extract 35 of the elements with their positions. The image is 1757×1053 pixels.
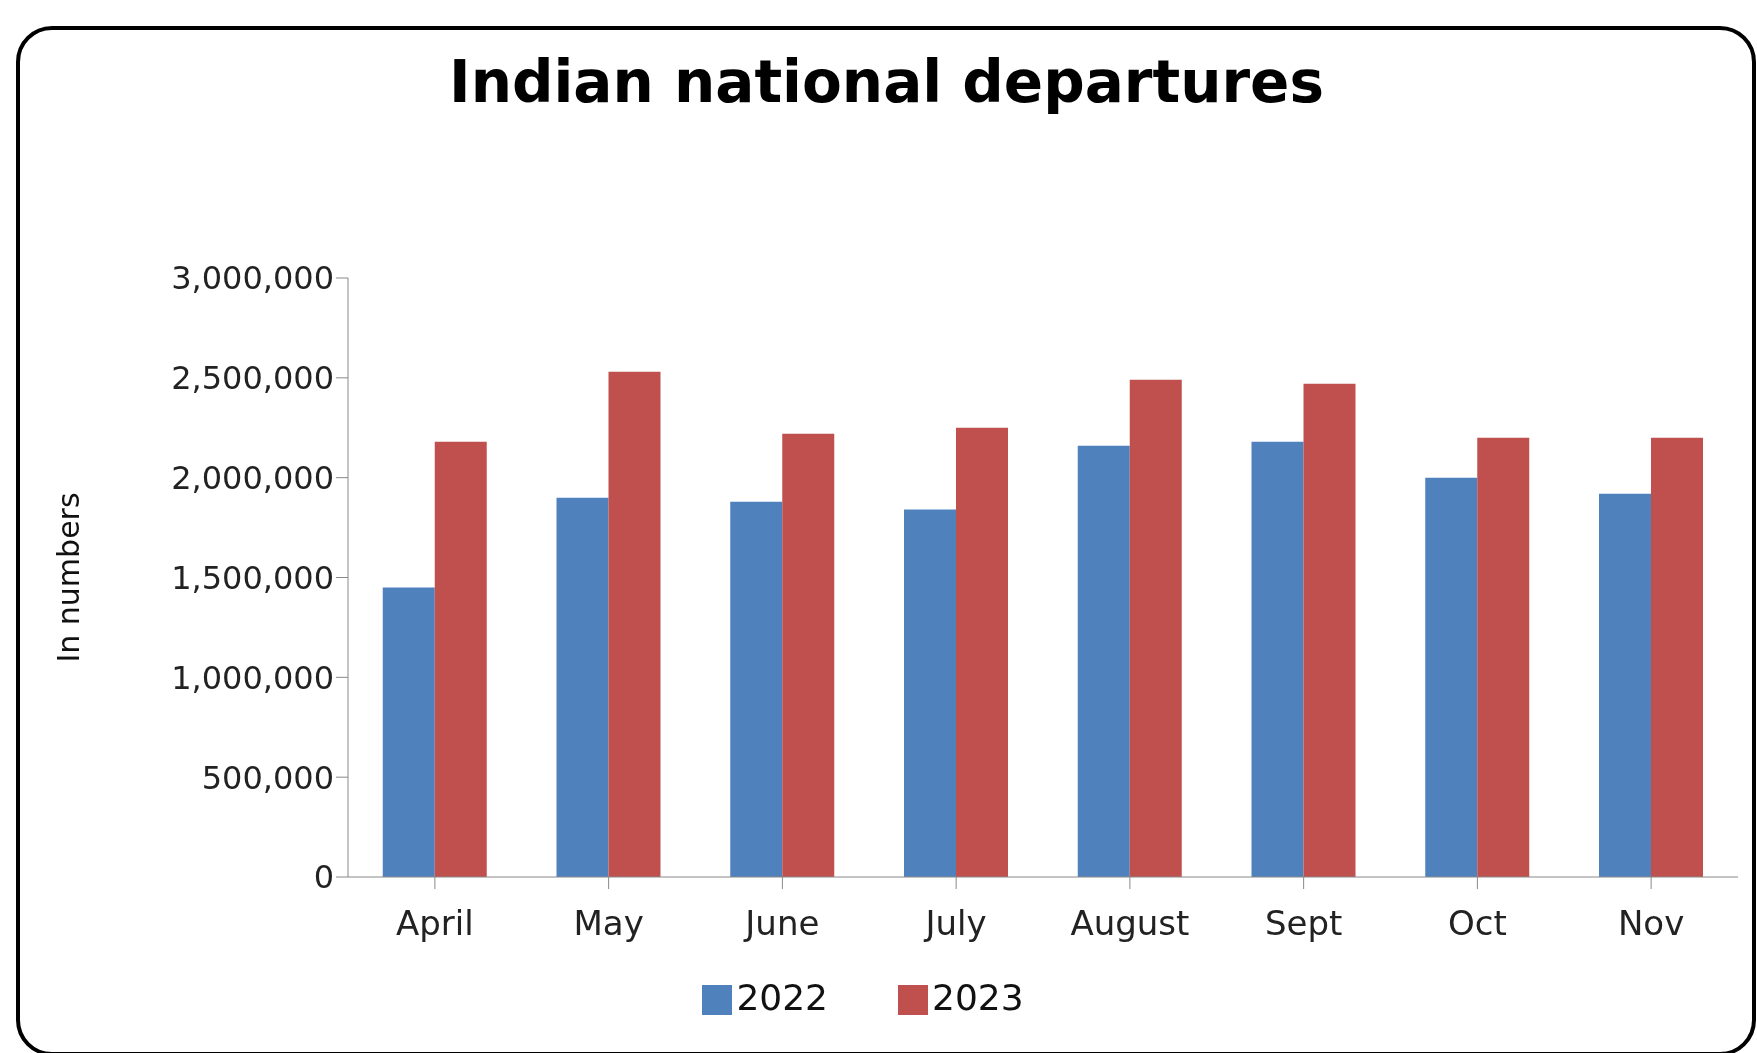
bar [1251,441,1304,877]
x-tick-label: May [573,903,644,944]
x-tick-label: June [743,903,820,944]
y-tick-label: 500,000 [201,758,334,797]
bar [956,427,1008,877]
bar [434,441,487,877]
x-tick-label: July [923,903,987,944]
y-tick-label: 1,500,000 [171,558,334,597]
legend-label: 2023 [932,977,1024,1018]
bar [1303,383,1356,877]
bar [556,497,609,877]
x-tick-label: Oct [1447,903,1507,944]
bar [1477,437,1530,877]
bar [1425,477,1478,877]
y-tick-label: 0 [313,858,334,897]
bar [608,371,661,877]
x-tick-label: Nov [1617,903,1685,944]
y-axis-title: In numbers [50,492,86,663]
y-tick-label: 3,000,000 [171,259,334,298]
bar [904,509,956,877]
x-tick-label: August [1070,903,1190,944]
bar [1599,493,1651,877]
x-tick-label: Sept [1264,903,1343,944]
bar [782,433,835,877]
y-tick-label: 2,000,000 [171,459,334,498]
bar [1651,437,1703,877]
legend-label: 2022 [736,977,828,1018]
bar [382,587,435,877]
x-tick-label: April [396,903,474,944]
bar [730,501,783,877]
bar [1077,445,1130,877]
y-tick-label: 1,000,000 [171,658,334,697]
bar [1129,379,1182,877]
y-tick-label: 2,500,000 [171,359,334,398]
chart-title: Indian national departures [448,48,1325,116]
